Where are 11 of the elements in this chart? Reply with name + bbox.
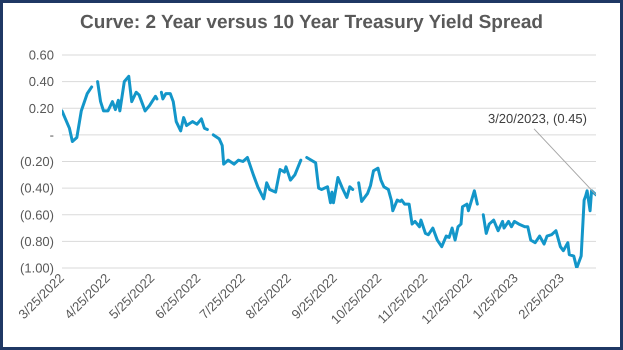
y-tick-label: - (50, 127, 54, 142)
chart-title: Curve: 2 Year versus 10 Year Treasury Yield Spread (79, 12, 544, 34)
y-tick-label: 0.60 (28, 48, 54, 63)
y-tick-label: (0.60) (20, 207, 54, 222)
y-tick-label: (0.40) (20, 180, 54, 196)
y-tick-label: (0.20) (20, 154, 54, 170)
y-tick-label: 0.40 (28, 74, 54, 90)
y-tick-label: 0.20 (28, 100, 54, 116)
y-tick-label: (0.80) (20, 234, 54, 249)
annotation: 3/20/2023, (0.45) (488, 110, 587, 126)
y-tick-label: (1.00) (20, 260, 54, 276)
